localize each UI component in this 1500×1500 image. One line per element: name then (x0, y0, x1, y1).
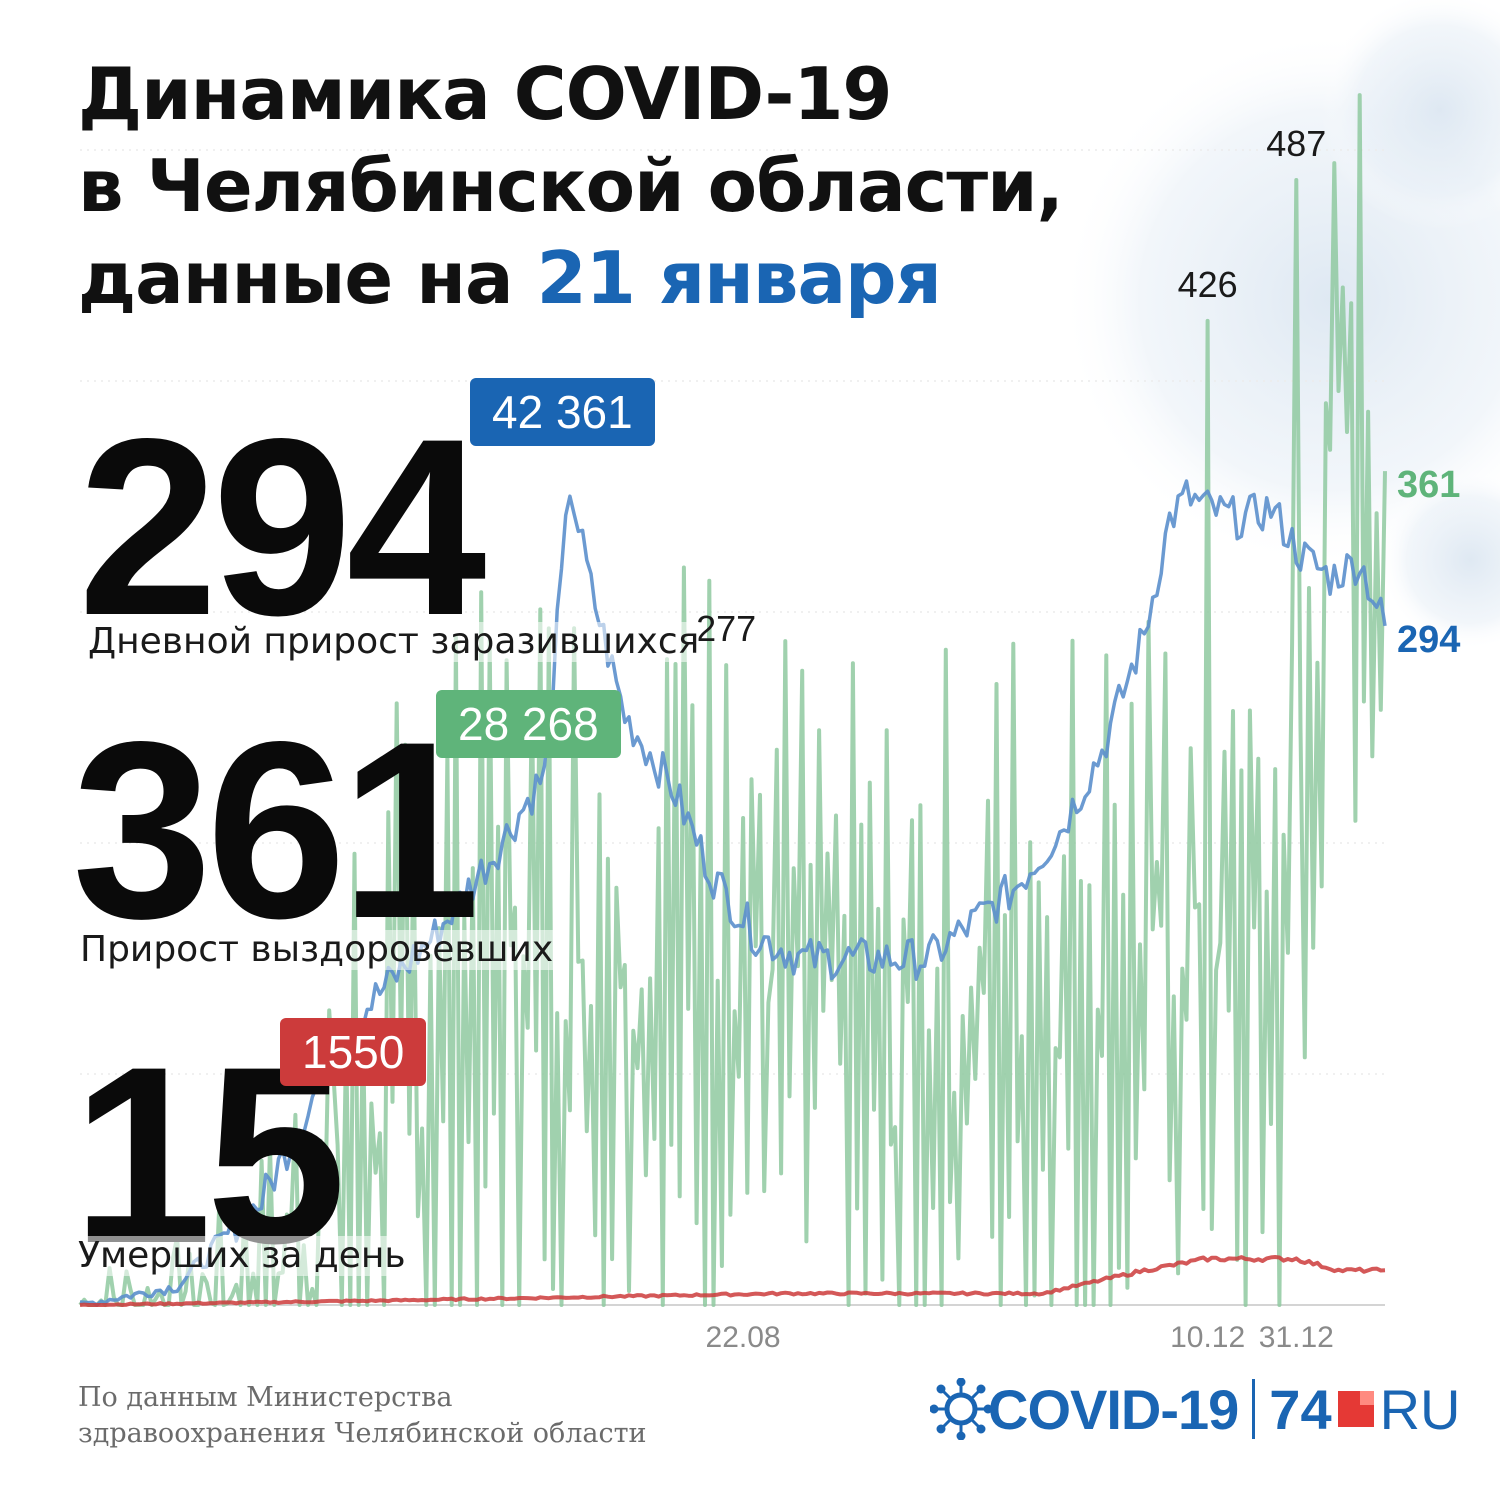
x-tick-label: 22.08 (706, 1321, 781, 1354)
recovered-series-line (78, 93, 1387, 1307)
series-end-label: 294 (1397, 619, 1460, 661)
peak-label: 487 (1266, 123, 1326, 164)
x-tick-label: 10.12 (1170, 1321, 1245, 1354)
title-line-2: в Челябинской области, (78, 144, 1064, 228)
total-recovered-badge: 28 268 (436, 690, 621, 758)
daily-deaths-label: Умерших за день (78, 1235, 406, 1276)
cases-series-line (79, 479, 1387, 1307)
logo-covid-text: COVID-19 (988, 1377, 1239, 1441)
peak-label: 426 (1178, 264, 1238, 305)
logo-74-text: 74 (1269, 1377, 1332, 1441)
source-note: По данным Министерства здравоохранения Ч… (78, 1380, 647, 1452)
daily-recovered-value: 361 (72, 690, 480, 971)
source-line-2: здравоохранения Челябинской области (78, 1418, 647, 1449)
page-title: Динамика COVID-19 в Челябинской области,… (78, 48, 1064, 324)
logo-ru-text: RU (1379, 1377, 1461, 1441)
virus-icon (930, 1378, 992, 1440)
title-line-3-prefix: данные на (78, 236, 537, 320)
total-cases-badge: 42 361 (470, 378, 655, 446)
peak-label: 277 (696, 608, 756, 649)
daily-recovered-label: Прирост выздоровевших (80, 929, 554, 970)
logo-separator (1252, 1379, 1256, 1439)
source-line-1: По данным Министерства (78, 1382, 453, 1413)
deaths-series-line (79, 1255, 1386, 1307)
covid19-74ru-logo: COVID-19 74 RU (930, 1374, 1460, 1444)
title-date: 21 января (536, 236, 942, 320)
title-line-1: Динамика COVID-19 (78, 52, 893, 136)
x-tick-label: 31.12 (1259, 1321, 1334, 1354)
logo-square-icon (1337, 1391, 1374, 1427)
series-end-label: 361 (1397, 464, 1460, 506)
total-deaths-badge: 1550 (280, 1018, 427, 1086)
daily-cases-value: 294 (78, 387, 486, 668)
daily-cases-label: Дневной прирост заразившихся (88, 621, 700, 662)
